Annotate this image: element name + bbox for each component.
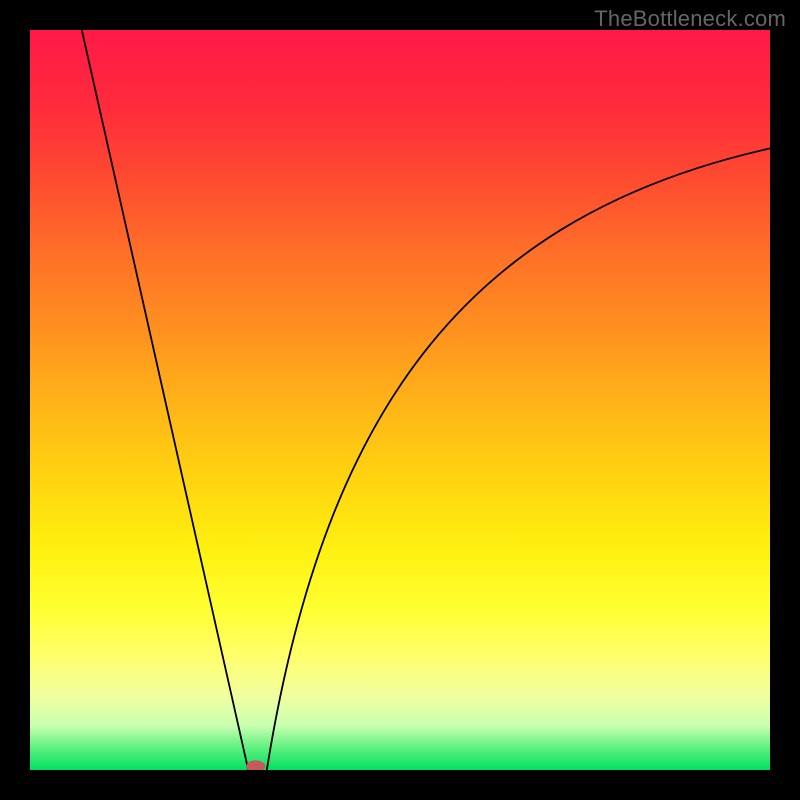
- gradient-background: [30, 30, 770, 770]
- watermark-text: TheBottleneck.com: [594, 6, 786, 32]
- chart-svg: [30, 30, 770, 770]
- plot-area: [30, 30, 770, 770]
- bottleneck-chart: TheBottleneck.com: [0, 0, 800, 800]
